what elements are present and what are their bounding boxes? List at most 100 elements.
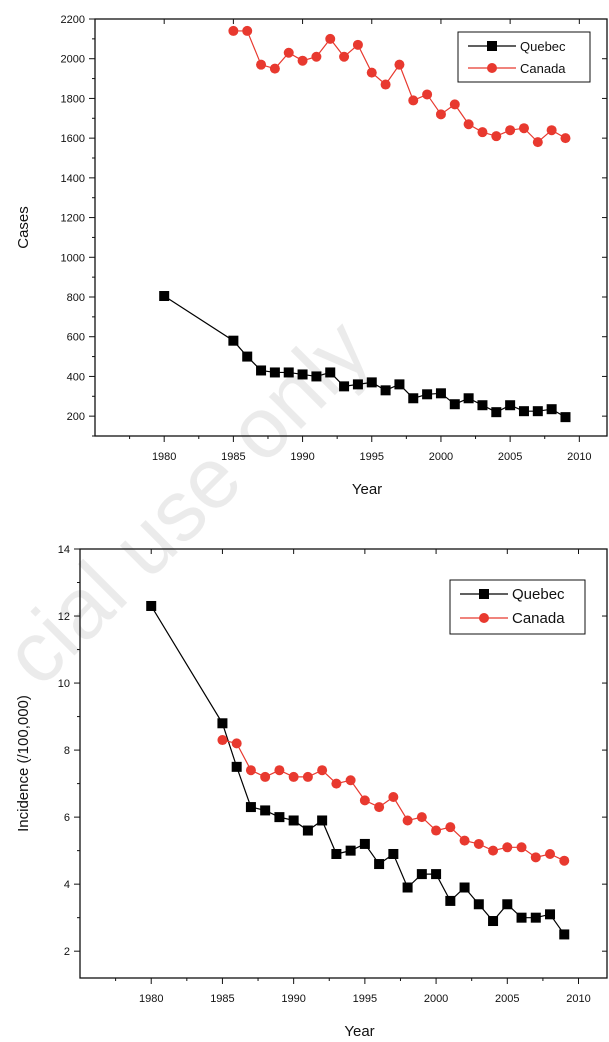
- data-point-canada: [217, 735, 228, 746]
- x-tick-label: 2000: [424, 993, 448, 1005]
- legend-box: [449, 579, 586, 635]
- data-point-canada: [242, 25, 253, 36]
- data-point-quebec: [269, 367, 280, 378]
- y-tick-label: 12: [58, 611, 70, 623]
- data-point-quebec: [331, 848, 342, 859]
- data-point-quebec: [231, 761, 242, 772]
- series-canada: [228, 25, 571, 148]
- data-point-quebec: [463, 393, 474, 404]
- legend-label: Canada: [512, 610, 565, 627]
- data-point-canada: [245, 765, 256, 776]
- data-point-canada: [311, 51, 322, 62]
- legend-marker-square: [487, 41, 497, 51]
- data-point-quebec: [217, 718, 228, 729]
- data-point-canada: [388, 792, 399, 803]
- data-point-canada: [317, 765, 328, 776]
- data-point-canada: [231, 738, 242, 749]
- data-point-canada: [422, 89, 433, 100]
- data-point-quebec: [242, 351, 253, 362]
- data-point-canada: [491, 131, 502, 142]
- data-point-quebec: [352, 379, 363, 390]
- data-point-quebec: [146, 600, 157, 611]
- y-tick-label: 2000: [61, 54, 85, 66]
- data-point-canada: [545, 848, 556, 859]
- x-axis-title: Year: [344, 1023, 374, 1040]
- legend: Quebec Canada: [457, 31, 591, 83]
- legend-marker-square: [479, 589, 489, 599]
- data-point-quebec: [431, 869, 442, 880]
- data-point-quebec: [491, 407, 502, 418]
- data-point-quebec: [359, 838, 370, 849]
- data-point-canada: [431, 825, 442, 836]
- data-point-quebec: [325, 367, 336, 378]
- data-point-quebec: [435, 388, 446, 399]
- data-point-canada: [408, 95, 419, 106]
- data-point-canada: [274, 765, 285, 776]
- x-axis-title: Year: [352, 481, 382, 498]
- data-point-quebec: [256, 365, 267, 376]
- data-point-quebec: [545, 909, 556, 920]
- x-tick-label: 1995: [360, 451, 384, 463]
- y-axis-title: Cases: [15, 206, 32, 249]
- data-point-quebec: [374, 859, 385, 870]
- data-point-quebec: [518, 406, 529, 417]
- x-tick-label: 1985: [221, 451, 245, 463]
- data-point-canada: [359, 795, 370, 806]
- watermark-text: cial use only: [0, 301, 388, 704]
- y-tick-label: 600: [67, 332, 85, 344]
- data-point-quebec: [473, 899, 484, 910]
- data-point-quebec: [288, 815, 299, 826]
- data-point-quebec: [260, 805, 271, 816]
- data-point-canada: [302, 771, 313, 782]
- y-tick-label: 200: [67, 411, 85, 423]
- x-tick-label: 2000: [429, 451, 453, 463]
- plot-frame: [94, 18, 608, 437]
- data-point-canada: [435, 109, 446, 120]
- data-point-quebec: [388, 848, 399, 859]
- data-point-canada: [352, 39, 363, 50]
- x-tick-label: 1980: [152, 451, 176, 463]
- x-tick-label: 1985: [210, 993, 234, 1005]
- data-point-quebec: [416, 869, 427, 880]
- y-tick-label: 8: [64, 745, 70, 757]
- data-point-quebec: [505, 400, 516, 411]
- x-tick-label: 1990: [290, 451, 314, 463]
- data-point-quebec: [408, 393, 419, 404]
- data-point-canada: [445, 822, 456, 833]
- data-point-canada: [463, 119, 474, 130]
- plot-frame: [79, 548, 608, 979]
- data-point-quebec: [274, 812, 285, 823]
- data-point-quebec: [516, 912, 527, 923]
- data-point-quebec: [302, 825, 313, 836]
- y-tick-label: 1600: [61, 133, 85, 145]
- data-point-canada: [488, 845, 499, 856]
- data-point-canada: [518, 123, 529, 134]
- data-point-canada: [530, 852, 541, 863]
- data-point-canada: [502, 842, 513, 853]
- data-point-canada: [345, 775, 356, 786]
- data-point-quebec: [339, 381, 350, 392]
- legend-marker-circle: [487, 63, 497, 73]
- y-tick-label: 1800: [61, 93, 85, 105]
- x-tick-label: 2005: [498, 451, 522, 463]
- data-point-canada: [559, 855, 570, 866]
- data-point-quebec: [394, 379, 405, 390]
- data-point-quebec: [283, 367, 294, 378]
- data-point-canada: [374, 802, 385, 813]
- x-tick-label: 1995: [353, 993, 377, 1005]
- y-tick-label: 10: [58, 678, 70, 690]
- x-tick-label: 2010: [567, 451, 591, 463]
- data-point-quebec: [488, 916, 499, 927]
- data-point-quebec: [380, 385, 391, 396]
- data-point-quebec: [245, 802, 256, 813]
- y-tick-label: 4: [64, 879, 70, 891]
- y-tick-label: 2: [64, 946, 70, 958]
- y-tick-label: 14: [58, 544, 70, 556]
- data-point-canada: [380, 79, 391, 90]
- data-point-canada: [288, 771, 299, 782]
- data-point-quebec: [159, 291, 170, 302]
- x-tick-label: 1990: [281, 993, 305, 1005]
- data-point-quebec: [445, 895, 456, 906]
- y-tick-label: 800: [67, 292, 85, 304]
